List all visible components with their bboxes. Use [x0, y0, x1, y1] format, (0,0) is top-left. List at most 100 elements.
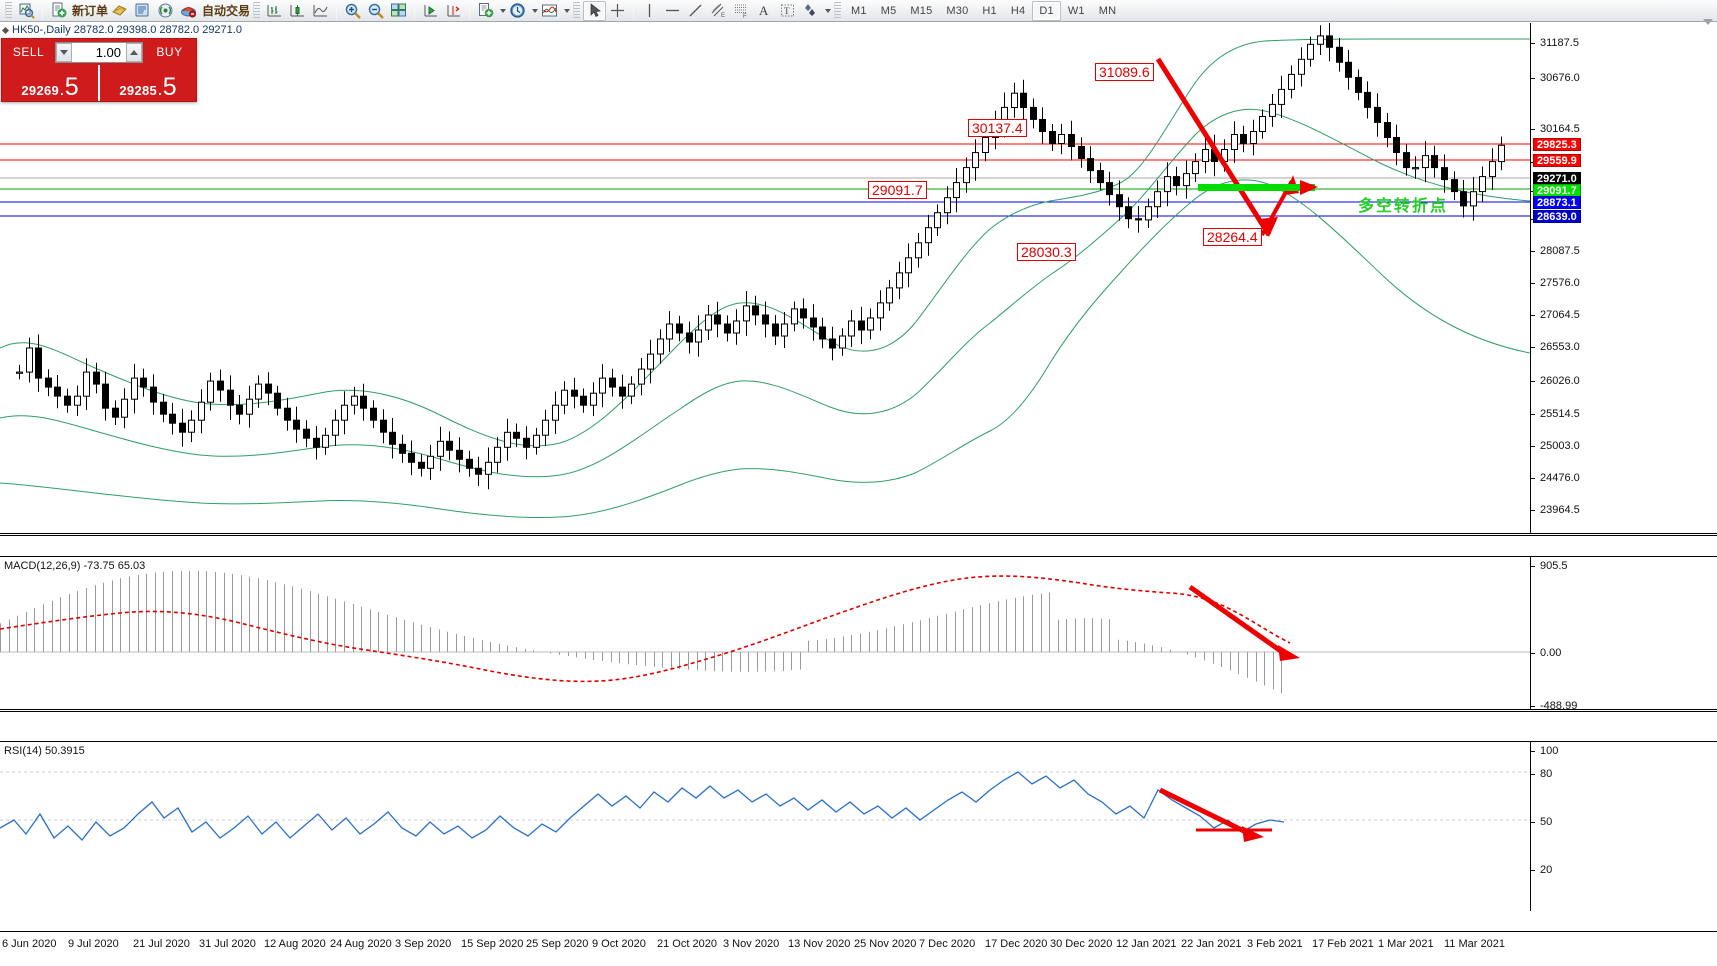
date-axis[interactable]: 6 Jun 2020 9 Jul 2020 21 Jul 2020 31 Jul 20… [0, 931, 1717, 966]
annotation-29091[interactable]: 29091.7 [868, 181, 927, 199]
triangle-down-icon-scroll [1703, 19, 1713, 37]
line-chart-icon[interactable] [309, 1, 332, 21]
chart-shift-icon[interactable] [442, 1, 465, 21]
equidistant-channel-icon[interactable]: E [707, 1, 730, 21]
sell-price[interactable]: 29269 . 5 [2, 65, 98, 101]
timeframe-m30[interactable]: M30 [946, 4, 969, 17]
buy-price-integer: 29285 [119, 83, 158, 98]
expert-advisor-icon[interactable] [177, 1, 200, 21]
timeframe-h4[interactable]: H4 [1010, 4, 1026, 17]
toolbar-grip[interactable] [5, 2, 12, 19]
chart-scroll-indicator[interactable] [1703, 19, 1715, 39]
timeframe-m1[interactable]: M1 [851, 4, 867, 17]
price-label-last-price[interactable]: 29271.0 [1533, 172, 1581, 185]
metaeditor-icon[interactable] [108, 1, 131, 21]
chart-container[interactable]: 31089.6 30137.4 29091.7 28030.3 28264.4 … [0, 23, 1717, 966]
date-tick: 17 Feb 2021 [1312, 938, 1374, 950]
chevron-down-icon[interactable] [500, 8, 507, 13]
svg-text:F: F [743, 14, 747, 19]
timeframe-m15[interactable]: M15 [910, 4, 933, 17]
zoom-out-icon[interactable] [364, 1, 387, 21]
date-tick: 15 Sep 2020 [461, 938, 524, 950]
symbol-info-text: HK50-,Daily 28782.0 29398.0 28782.0 2927… [12, 24, 242, 36]
triangle-down-icon [60, 49, 68, 55]
price-label-support-blue-2[interactable]: 28639.0 [1533, 210, 1581, 223]
fibonacci-retracement-icon[interactable]: F [730, 1, 753, 21]
volume-increase-button[interactable] [126, 42, 142, 62]
y-tick: 30676.0 [1531, 72, 1580, 84]
date-tick: 12 Jan 2021 [1116, 938, 1177, 950]
timeframe-mn[interactable]: MN [1098, 4, 1117, 17]
timeframe-m5[interactable]: M5 [880, 4, 897, 17]
chinese-annotation-note[interactable]: 多空转折点 [1358, 198, 1449, 215]
price-label-resistance-2[interactable]: 29559.9 [1533, 154, 1581, 167]
auto-scroll-icon[interactable] [419, 1, 442, 21]
macd-plot[interactable] [0, 557, 1530, 709]
toolbar-grip-3[interactable] [573, 2, 581, 19]
macd-y-axis[interactable]: 905.5 0.00 -488.99 [1530, 557, 1717, 712]
cursor-arrow-icon[interactable] [583, 0, 607, 21]
rsi-y-axis[interactable]: 100 80 50 20 [1530, 742, 1717, 911]
indicators-icon[interactable] [538, 1, 561, 21]
chevron-down-icon-3[interactable] [564, 8, 571, 13]
annotation-31089[interactable]: 31089.6 [1095, 63, 1154, 81]
timeframe-h1[interactable]: H1 [982, 4, 997, 17]
y-tick: 27064.5 [1531, 309, 1580, 321]
pane-divider-rsi[interactable] [0, 709, 1717, 712]
toolbar-separator-6 [633, 2, 635, 19]
timeframe-d1[interactable]: D1 [1032, 0, 1061, 21]
price-label-support-blue-1[interactable]: 28873.1 [1533, 196, 1581, 209]
one-click-trade-panel[interactable]: SELL 1.00 BUY 29269 . 5 29285 . 5 [1, 38, 197, 102]
new-order-label: 新订单 [72, 4, 109, 18]
shapes-icon[interactable] [799, 1, 822, 21]
terminal-icon[interactable] [131, 1, 154, 21]
volume-input[interactable]: 1.00 [95, 44, 121, 60]
date-tick: 6 Jun 2020 [2, 938, 57, 950]
toolbar-separator-5 [469, 2, 471, 19]
price-label-resistance-1[interactable]: 29825.3 [1533, 138, 1581, 151]
price-plot[interactable]: 31089.6 30137.4 29091.7 28030.3 28264.4 … [0, 23, 1530, 533]
crosshair-icon[interactable] [606, 1, 629, 21]
macd-pane[interactable]: MACD(12,26,9) -73.75 65.03 905.5 0.00 -4… [0, 556, 1717, 712]
buy-button[interactable]: BUY [156, 45, 183, 59]
buy-price[interactable]: 29285 . 5 [98, 65, 196, 101]
vertical-line-icon[interactable] [638, 1, 661, 21]
sell-button[interactable]: SELL [12, 45, 45, 59]
tile-windows-icon[interactable] [387, 1, 410, 21]
price-pane[interactable]: 31089.6 30137.4 29091.7 28030.3 28264.4 … [0, 23, 1717, 533]
templates-icon[interactable] [474, 1, 497, 21]
timeframe-w1[interactable]: W1 [1067, 4, 1085, 17]
horizontal-line-icon[interactable] [661, 1, 684, 21]
volume-stepper[interactable]: 1.00 [55, 41, 143, 63]
price-label-support-green[interactable]: 29091.7 [1533, 184, 1581, 197]
y-tick: 25514.5 [1531, 408, 1580, 420]
annotation-28030[interactable]: 28030.3 [1017, 243, 1076, 261]
periodicity-clock-icon[interactable] [506, 1, 529, 21]
buy-price-dot: . [158, 83, 162, 98]
toolbar-grip-4[interactable] [834, 2, 842, 19]
text-icon[interactable]: A [753, 1, 776, 21]
date-tick: 13 Nov 2020 [788, 938, 851, 950]
pane-divider-macd[interactable] [0, 533, 1717, 536]
trendline-icon[interactable] [684, 1, 707, 21]
chevron-down-icon-2[interactable] [532, 8, 539, 13]
text-label-icon[interactable]: T [776, 1, 799, 21]
rsi-plot[interactable] [0, 742, 1530, 911]
annotation-30137[interactable]: 30137.4 [968, 119, 1027, 137]
y-tick: 31187.5 [1531, 37, 1579, 49]
volume-decrease-button[interactable] [56, 42, 72, 62]
y-tick: 100 [1531, 745, 1558, 757]
annotation-28264[interactable]: 28264.4 [1203, 228, 1262, 246]
new-order-icon[interactable] [47, 1, 70, 21]
candlestick-chart-icon[interactable] [286, 1, 309, 21]
rsi-pane[interactable]: RSI(14) 50.3915 100 80 50 20 [0, 741, 1717, 911]
chevron-down-icon-4[interactable] [825, 8, 832, 13]
zoom-in-icon[interactable] [341, 1, 364, 21]
chart-magnifier-icon[interactable] [15, 1, 38, 21]
date-tick: 24 Aug 2020 [330, 938, 392, 950]
broadcast-icon[interactable] [154, 1, 177, 21]
price-y-axis[interactable]: 31187.5 30676.0 30164.5 29653.0 29141.5 … [1530, 23, 1717, 533]
toolbar-grip-2[interactable] [253, 2, 261, 19]
date-tick: 25 Sep 2020 [526, 938, 589, 950]
bar-chart-icon[interactable] [263, 1, 286, 21]
